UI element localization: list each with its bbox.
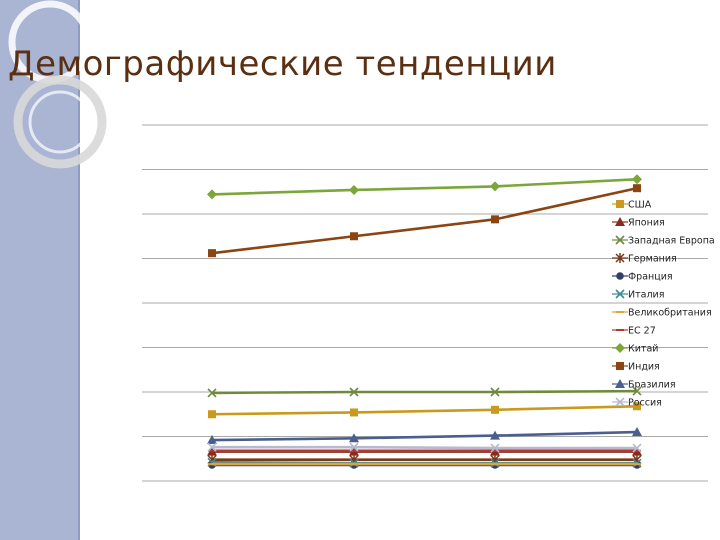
series-9 xyxy=(207,174,642,200)
legend-label: Франция xyxy=(628,272,673,283)
series-3 xyxy=(207,386,642,398)
data-point xyxy=(633,184,641,193)
data-point xyxy=(490,443,500,453)
data-point xyxy=(349,433,359,443)
data-point xyxy=(350,232,358,241)
legend-label: Китай xyxy=(628,344,658,355)
legend-item: Бразилия xyxy=(612,379,676,391)
legend-swatch-marker xyxy=(615,379,625,388)
legend-item: ЕС 27 xyxy=(612,326,656,337)
legend-label: ЕС 27 xyxy=(628,326,656,337)
legend-label: Япония xyxy=(628,218,665,229)
legend-item: Германия xyxy=(612,253,677,265)
legend: США Япония Западная Европа Германия Франция И… xyxy=(612,200,715,409)
data-point xyxy=(491,405,499,414)
legend-label: Россия xyxy=(628,398,662,409)
legend-item: Япония xyxy=(612,217,665,229)
data-point xyxy=(491,215,499,224)
legend-label: Бразилия xyxy=(628,380,676,391)
data-point xyxy=(207,435,217,445)
legend-swatch-marker xyxy=(615,289,625,299)
data-point xyxy=(633,402,641,411)
legend-item: Индия xyxy=(612,362,660,373)
legend-swatch-marker xyxy=(615,253,625,263)
legend-label: США xyxy=(628,200,652,211)
legend-swatch-marker xyxy=(616,272,624,280)
series-10 xyxy=(208,184,641,258)
legend-swatch-marker xyxy=(615,343,625,353)
legend-label: Великобритания xyxy=(628,308,712,319)
data-point xyxy=(490,387,500,397)
legend-item: Великобритания xyxy=(612,308,712,319)
series-11 xyxy=(207,427,642,445)
legend-swatch-marker xyxy=(615,235,625,245)
legend-item: Россия xyxy=(612,397,662,409)
data-point xyxy=(632,443,642,453)
legend-item: Западная Европа xyxy=(612,235,715,247)
decorative-rings xyxy=(8,0,107,169)
data-point xyxy=(207,388,217,398)
legend-swatch-marker xyxy=(615,397,625,407)
data-point xyxy=(207,442,217,452)
legend-swatch-marker xyxy=(616,200,624,208)
legend-item: Франция xyxy=(612,272,673,283)
legend-label: Западная Европа xyxy=(628,236,715,247)
slide-title: Демографические тенденции xyxy=(8,44,557,84)
data-point xyxy=(490,430,500,440)
legend-item: США xyxy=(612,200,652,211)
data-point xyxy=(632,174,642,185)
gridlines xyxy=(142,124,708,482)
series-1 xyxy=(208,402,641,419)
data-point xyxy=(350,408,358,417)
series-line xyxy=(211,186,638,255)
data-point xyxy=(208,410,216,419)
legend-label: Индия xyxy=(628,362,660,373)
series-line xyxy=(211,389,638,395)
data-point xyxy=(207,189,217,200)
legend-label: Италия xyxy=(628,290,664,301)
legend-swatch-marker xyxy=(615,217,625,226)
series-line xyxy=(211,177,638,196)
data-point xyxy=(490,181,500,192)
series-12 xyxy=(207,442,642,453)
legend-swatch-marker xyxy=(616,362,624,370)
legend-item: Китай xyxy=(612,343,658,355)
data-point xyxy=(349,387,359,397)
data-point xyxy=(349,442,359,452)
data-point xyxy=(632,427,642,437)
data-point xyxy=(349,184,359,195)
data-point xyxy=(208,249,216,258)
legend-label: Германия xyxy=(628,254,677,265)
series-line xyxy=(211,404,638,416)
legend-item: Италия xyxy=(612,289,664,301)
series-line xyxy=(211,430,638,442)
series-line xyxy=(212,445,637,450)
data-point xyxy=(632,386,642,396)
